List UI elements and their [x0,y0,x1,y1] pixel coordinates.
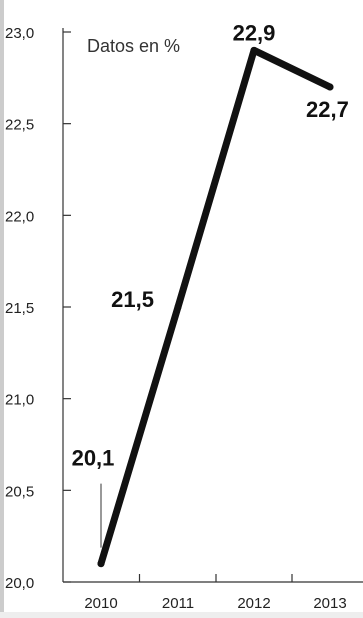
y-tick-label: 23,0 [5,25,34,42]
y-tick-label: 20,0 [5,575,34,592]
x-tick-label: 2011 [162,595,194,612]
data-label: 20,1 [72,446,115,471]
data-point [250,46,258,54]
data-label: 22,9 [233,20,276,45]
y-tick-label: 22,0 [5,208,34,225]
data-label: 21,5 [111,287,154,312]
y-tick-label: 21,5 [5,300,34,317]
x-tick-label: 2013 [313,595,346,612]
y-tick-label: 22,5 [5,117,34,134]
data-point [97,560,105,568]
x-tick-label: 2010 [84,595,117,612]
data-label: 22,7 [306,97,349,122]
data-point [174,303,182,311]
y-tick-label: 21,0 [5,392,34,409]
data-point [326,83,334,91]
x-tick-label: 2012 [237,595,270,612]
series-line [97,46,334,568]
left-frame-bar [0,0,4,612]
bottom-band [0,612,363,618]
y-tick-label: 20,5 [5,483,34,500]
unit-label: Datos en % [87,36,180,56]
